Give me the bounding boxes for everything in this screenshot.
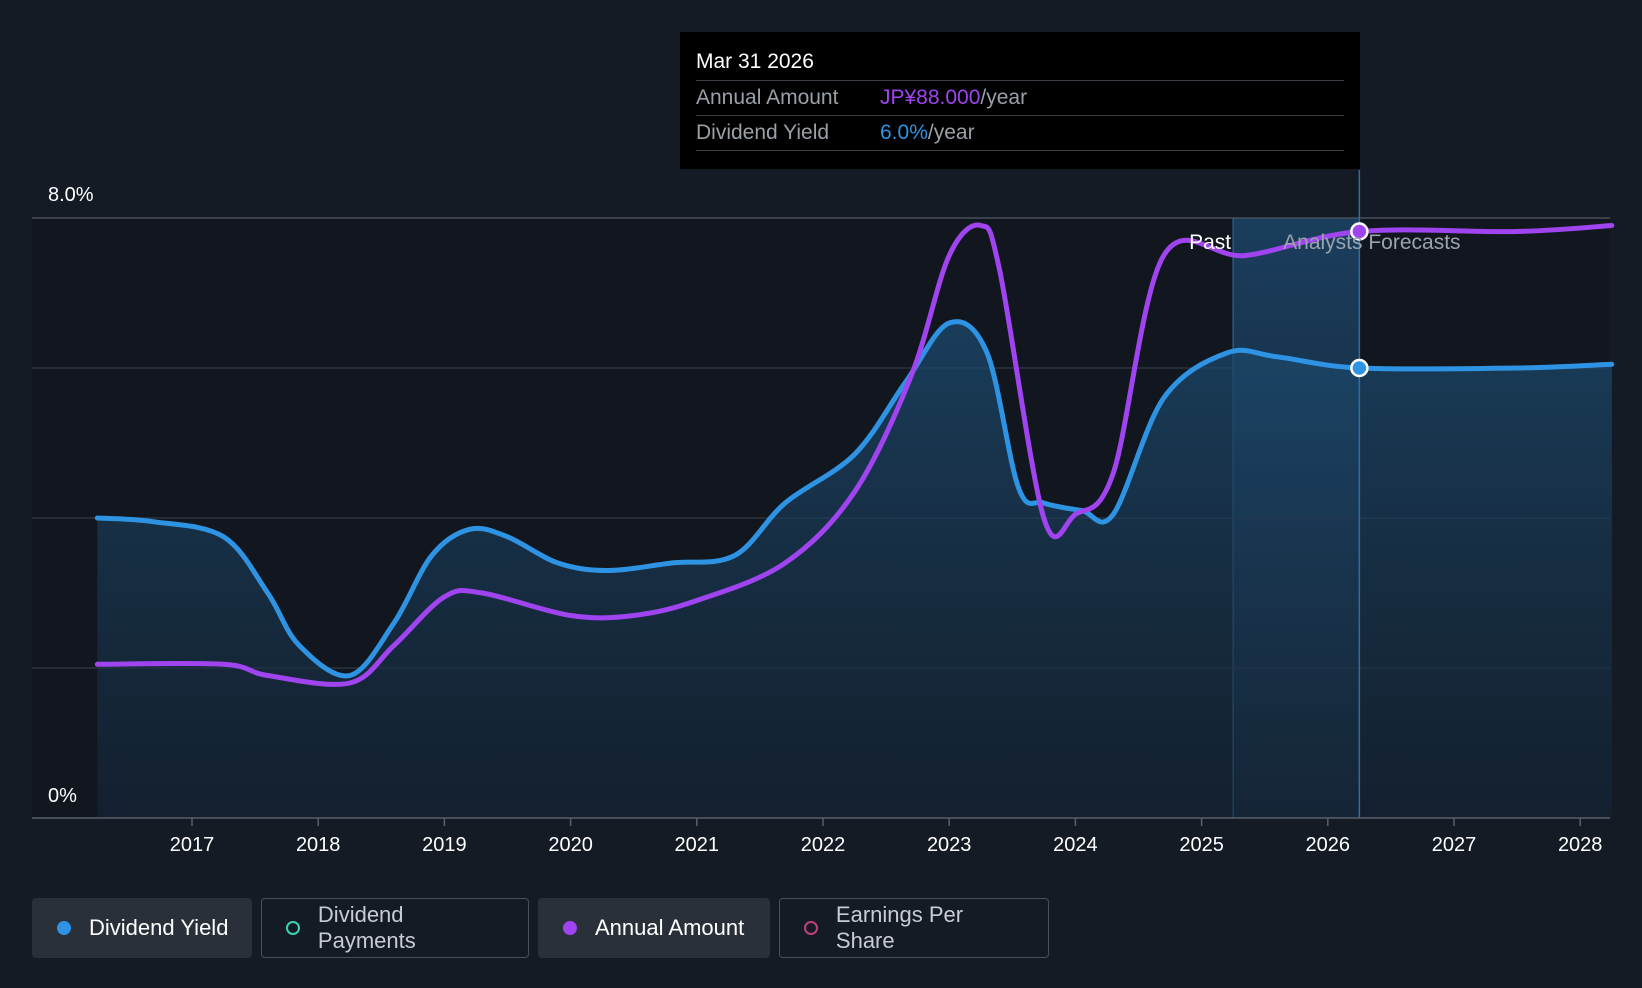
dividend-yield-area — [97, 321, 1612, 818]
x-tick-label: 2023 — [927, 834, 972, 856]
annual-amount-line — [94, 222, 1615, 687]
forecast-label: Analysts Forecasts — [1283, 231, 1460, 254]
legend-label: Dividend Yield — [89, 915, 229, 940]
y-axis-max-label: 8.0% — [48, 184, 94, 206]
x-tick-label: 2022 — [801, 834, 846, 856]
tooltip-yield-label: Dividend Yield — [696, 121, 830, 144]
legend-label: Earnings Per Share — [835, 902, 964, 953]
legend-dividend-payments[interactable]: Dividend Payments — [261, 898, 529, 958]
legend-ring-icon — [286, 921, 300, 935]
x-axis-ticks: 2017 2018 2019 2020 2021 2022 2023 2024 2025 2026… — [170, 818, 1603, 856]
tooltip-annual-label: Annual Amount — [696, 86, 839, 109]
tooltip: Mar 31 2026 Annual Amount JP¥88.000 /yea… — [680, 32, 1360, 169]
legend-annual-amount[interactable]: Annual Amount — [538, 898, 770, 958]
x-tick-label: 2017 — [170, 834, 215, 856]
tooltip-annual-unit: /year — [980, 86, 1028, 109]
legend-dot-icon — [563, 921, 577, 935]
legend-label: Dividend Payments — [317, 902, 416, 953]
tooltip-yield-value: 6.0% — [880, 121, 928, 144]
chart-legend: Dividend Yield Dividend Payments Annual … — [32, 898, 1049, 958]
x-tick-label: 2020 — [548, 834, 593, 856]
x-tick-label: 2019 — [422, 834, 467, 856]
legend-label: Annual Amount — [595, 915, 745, 940]
x-tick-label: 2026 — [1306, 834, 1351, 856]
tooltip-yield-row: Dividend Yield 6.0% /year — [696, 116, 1344, 151]
tooltip-yield-unit: /year — [927, 121, 975, 144]
tooltip-annual-row: Annual Amount JP¥88.000 /year — [696, 81, 1344, 116]
legend-earnings-per-share[interactable]: Earnings Per Share — [779, 898, 1049, 958]
x-tick-label: 2021 — [675, 834, 720, 856]
x-tick-label: 2024 — [1053, 834, 1098, 856]
legend-dividend-yield[interactable]: Dividend Yield — [32, 898, 252, 958]
x-tick-label: 2018 — [296, 834, 341, 856]
tooltip-annual-value: JP¥88.000 — [880, 86, 981, 109]
legend-ring-icon — [804, 921, 818, 935]
past-label: Past — [1189, 231, 1231, 254]
dividend-yield-line — [94, 319, 1615, 679]
x-tick-label: 2028 — [1558, 834, 1603, 856]
y-axis-min-label: 0% — [48, 785, 77, 807]
x-tick-label: 2025 — [1179, 834, 1224, 856]
annual-amount-marker[interactable] — [1350, 222, 1369, 241]
x-tick-label: 2027 — [1432, 834, 1477, 856]
dividend-chart: 8.0% 0% 2017 2018 2019 2020 2021 2022 2023 2024… — [32, 170, 1615, 856]
dividend-yield-marker[interactable] — [1350, 358, 1369, 378]
legend-dot-icon — [57, 921, 71, 935]
tooltip-date: Mar 31 2026 — [696, 46, 1344, 81]
